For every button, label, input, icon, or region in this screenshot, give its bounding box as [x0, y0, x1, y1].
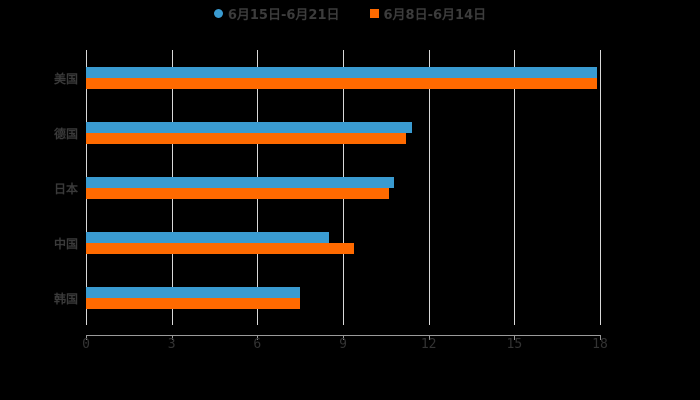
bar[interactable]	[86, 122, 412, 133]
x-tick	[171, 335, 173, 340]
x-tick-label: 15	[506, 337, 523, 352]
legend-label: 6月8日-6月14日	[383, 8, 487, 23]
legend: 6月15日-6月21日 6月8日-6月14日	[0, 4, 700, 23]
x-tick	[343, 335, 344, 340]
x-tick-label: 6	[253, 337, 262, 352]
x-tick	[428, 335, 430, 340]
legend-item-week1[interactable]: 6月8日-6月14日	[369, 4, 487, 23]
gridline	[600, 50, 601, 325]
bar[interactable]	[86, 78, 598, 89]
bar[interactable]	[86, 243, 355, 254]
legend-label: 6月15日-6月21日	[227, 8, 340, 23]
category-label: 美国	[53, 72, 78, 86]
x-tick-label: 0	[82, 337, 90, 352]
legend-item-week2[interactable]: 6月15日-6月21日	[213, 4, 340, 23]
category-label: 韩国	[53, 292, 78, 306]
category-label: 日本	[53, 182, 78, 196]
bar[interactable]	[86, 298, 301, 309]
x-tick-label: 9	[339, 337, 347, 352]
x-tick	[257, 335, 259, 340]
bar[interactable]	[86, 287, 301, 298]
circle-marker-icon	[213, 9, 223, 18]
bar[interactable]	[86, 232, 329, 243]
square-marker-icon	[369, 9, 379, 18]
gridline	[428, 50, 430, 325]
x-tick	[600, 335, 601, 340]
bar[interactable]	[86, 177, 395, 188]
bar[interactable]	[86, 67, 598, 78]
x-tick	[86, 335, 87, 340]
x-tick	[514, 335, 516, 340]
category-label: 德国	[53, 127, 78, 141]
x-tick-label: 18	[592, 337, 608, 352]
bar[interactable]	[86, 188, 389, 199]
x-tick-label: 3	[167, 337, 176, 352]
gridline	[514, 50, 516, 325]
category-label: 中国	[53, 237, 78, 251]
bar[interactable]	[86, 133, 406, 144]
x-tick-label: 12	[420, 337, 437, 352]
